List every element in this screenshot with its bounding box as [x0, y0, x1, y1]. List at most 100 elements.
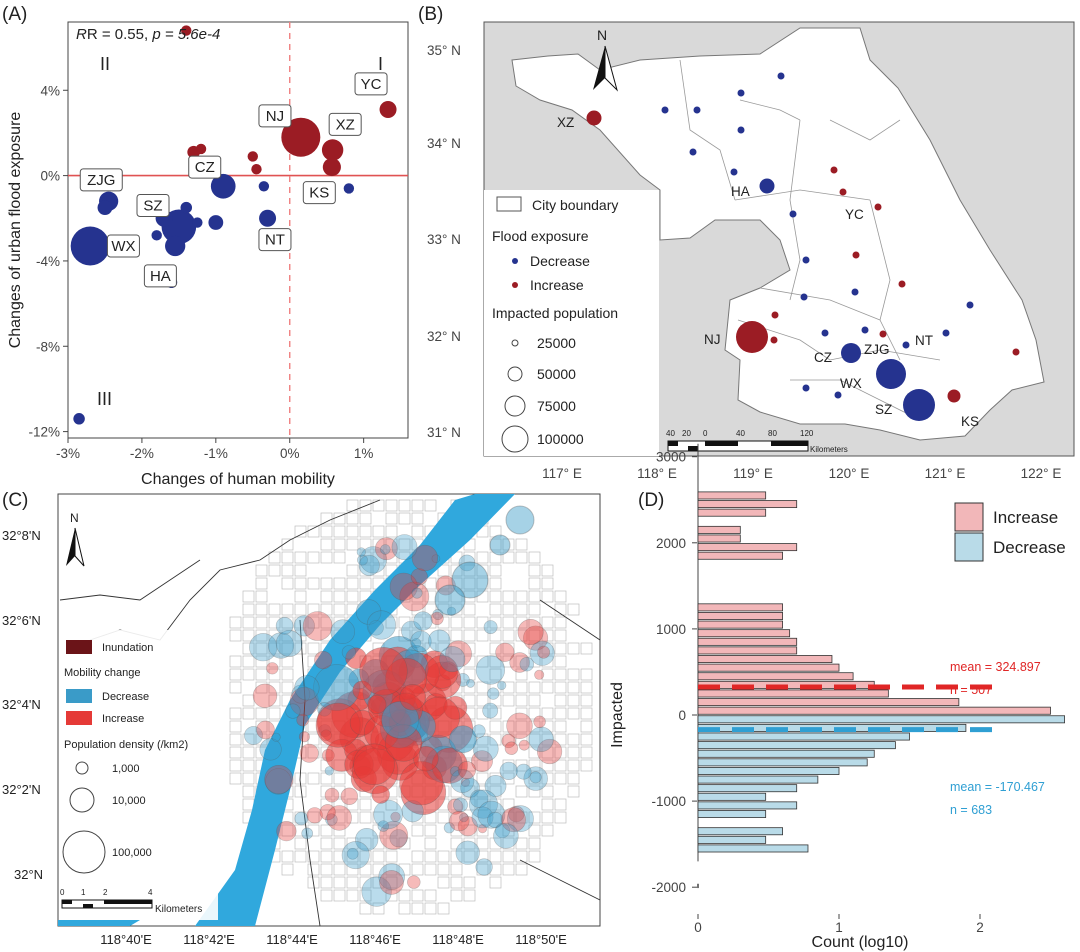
map-c-lon-6: 118°50'E	[515, 932, 567, 947]
grid-cell	[359, 512, 372, 525]
grid-cell	[255, 590, 268, 603]
map-b-lat-35: 35° N	[427, 43, 461, 58]
grid-cell	[320, 785, 333, 798]
grid-cell	[346, 876, 359, 889]
grid-cell	[554, 707, 567, 720]
population-circle	[431, 554, 441, 564]
scatter-point	[379, 100, 397, 118]
legend-pop-value-2: 50000	[537, 366, 576, 382]
panel-d-inc-mean: mean = 324.897	[950, 660, 1041, 674]
grid-cell	[294, 811, 307, 824]
d-y-tick-label: -1000	[651, 794, 686, 809]
scatter-label-ks: KS	[302, 181, 336, 205]
grid-cell	[437, 603, 450, 616]
panel-c-map: (C) 32°8'N 32°6'N 32°4'N 32°2'N 32°N 118…	[2, 490, 601, 947]
legend-inundation-label: Inundation	[102, 642, 153, 654]
population-circle	[477, 800, 506, 829]
grid-cell	[411, 850, 424, 863]
grid-cell	[255, 629, 268, 642]
grid-cell	[307, 850, 320, 863]
grid-cell	[489, 668, 502, 681]
map-b-city-circles	[586, 110, 961, 421]
panel-a-scatter: (A) -3% -2% -1% 0% 1% 4% 0% -4% -8% -12% YC NJ XZ ZJ…	[2, 4, 409, 488]
map-b-lon-118: 118° E	[637, 466, 677, 481]
scale-c-n0: 0	[60, 888, 65, 897]
legend-decrease-label: Decrease	[530, 253, 590, 269]
grid-cell	[372, 564, 385, 577]
grid-cell	[476, 733, 489, 746]
grid-cell	[476, 785, 489, 798]
d-y-tick-label: -2000	[651, 880, 686, 895]
population-circle	[523, 766, 548, 791]
grid-cell	[515, 785, 528, 798]
grid-cell	[359, 863, 372, 876]
grid-cell	[502, 681, 515, 694]
grid-cell	[281, 681, 294, 694]
grid-cell	[554, 655, 567, 668]
panel-d-inc-n: n = 507	[950, 683, 992, 697]
grid-cell	[346, 863, 359, 876]
grid-cell	[567, 642, 580, 655]
grid-cell	[489, 720, 502, 733]
grid-cell	[528, 629, 541, 642]
population-circle	[428, 629, 451, 652]
grid-cell	[398, 538, 411, 551]
map-point	[874, 203, 882, 211]
map-point	[851, 288, 859, 296]
population-circle	[506, 712, 533, 739]
population-circle	[373, 799, 403, 830]
population-circle	[244, 726, 263, 745]
population-circle	[358, 554, 380, 576]
grid-cell	[411, 629, 424, 642]
grid-cell	[567, 681, 580, 694]
scatter-label-cz: CZ	[188, 155, 222, 179]
grid-cell	[255, 681, 268, 694]
scatter-label-nj: NJ	[258, 104, 292, 128]
grid-cell	[372, 525, 385, 538]
grid-cell	[359, 798, 372, 811]
grid-cell	[346, 525, 359, 538]
grid-cell	[541, 642, 554, 655]
increase-bar	[697, 637, 798, 646]
grid-cell	[554, 720, 567, 733]
grid-cell	[411, 512, 424, 525]
population-circle	[390, 811, 401, 822]
grid-cell	[307, 733, 320, 746]
population-circle	[450, 766, 461, 777]
grid-cell	[463, 590, 476, 603]
grid-cell	[463, 889, 476, 902]
map-b-city-cz: CZ	[814, 350, 832, 365]
grid-cell	[281, 655, 294, 668]
grid-cell	[424, 837, 437, 850]
grid-cell	[424, 902, 437, 915]
scale-c-n2: 2	[103, 888, 108, 897]
population-circle	[346, 847, 359, 860]
grid-cell	[489, 564, 502, 577]
grid-cell	[437, 629, 450, 642]
population-circle	[359, 546, 387, 574]
grid-cell	[320, 850, 333, 863]
panel-a-annotation-p: p = 5.6e-4	[151, 26, 220, 43]
grid-cell	[229, 733, 242, 746]
a-y-tick-label: -12%	[28, 425, 60, 440]
grid-cell	[359, 889, 372, 902]
a-x-tick-label: -2%	[130, 446, 154, 461]
grid-cell	[268, 603, 281, 616]
grid-cell	[567, 746, 580, 759]
grid-cell	[528, 824, 541, 837]
grid-cell	[372, 837, 385, 850]
grid-cell	[489, 811, 502, 824]
map-b-city-nj: NJ	[704, 332, 721, 347]
scatter-label-text: NT	[265, 232, 285, 249]
increase-bar	[697, 603, 783, 612]
decrease-bar	[697, 775, 819, 784]
grid-cell	[229, 772, 242, 785]
grid-cell	[320, 512, 333, 525]
population-circle	[457, 760, 477, 780]
grid-cell	[528, 785, 541, 798]
legend-increase-label: Increase	[530, 277, 584, 293]
decrease-bar	[697, 844, 809, 853]
grid-cell	[489, 551, 502, 564]
map-point	[834, 391, 842, 399]
panel-a-plot-frame	[67, 21, 409, 439]
